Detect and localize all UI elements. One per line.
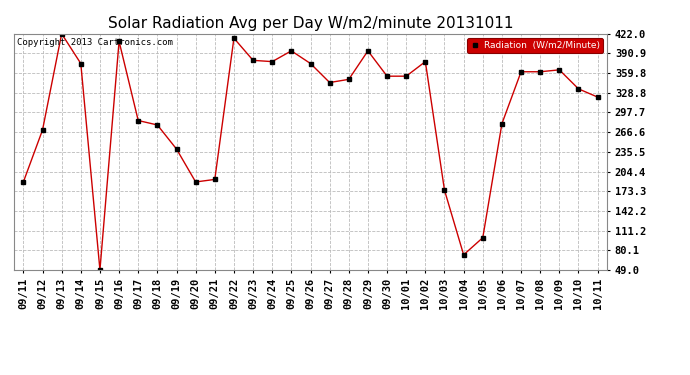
Legend: Radiation  (W/m2/Minute): Radiation (W/m2/Minute) — [467, 38, 602, 53]
Title: Solar Radiation Avg per Day W/m2/minute 20131011: Solar Radiation Avg per Day W/m2/minute … — [108, 16, 513, 31]
Text: Copyright 2013 Cartronics.com: Copyright 2013 Cartronics.com — [17, 39, 172, 48]
